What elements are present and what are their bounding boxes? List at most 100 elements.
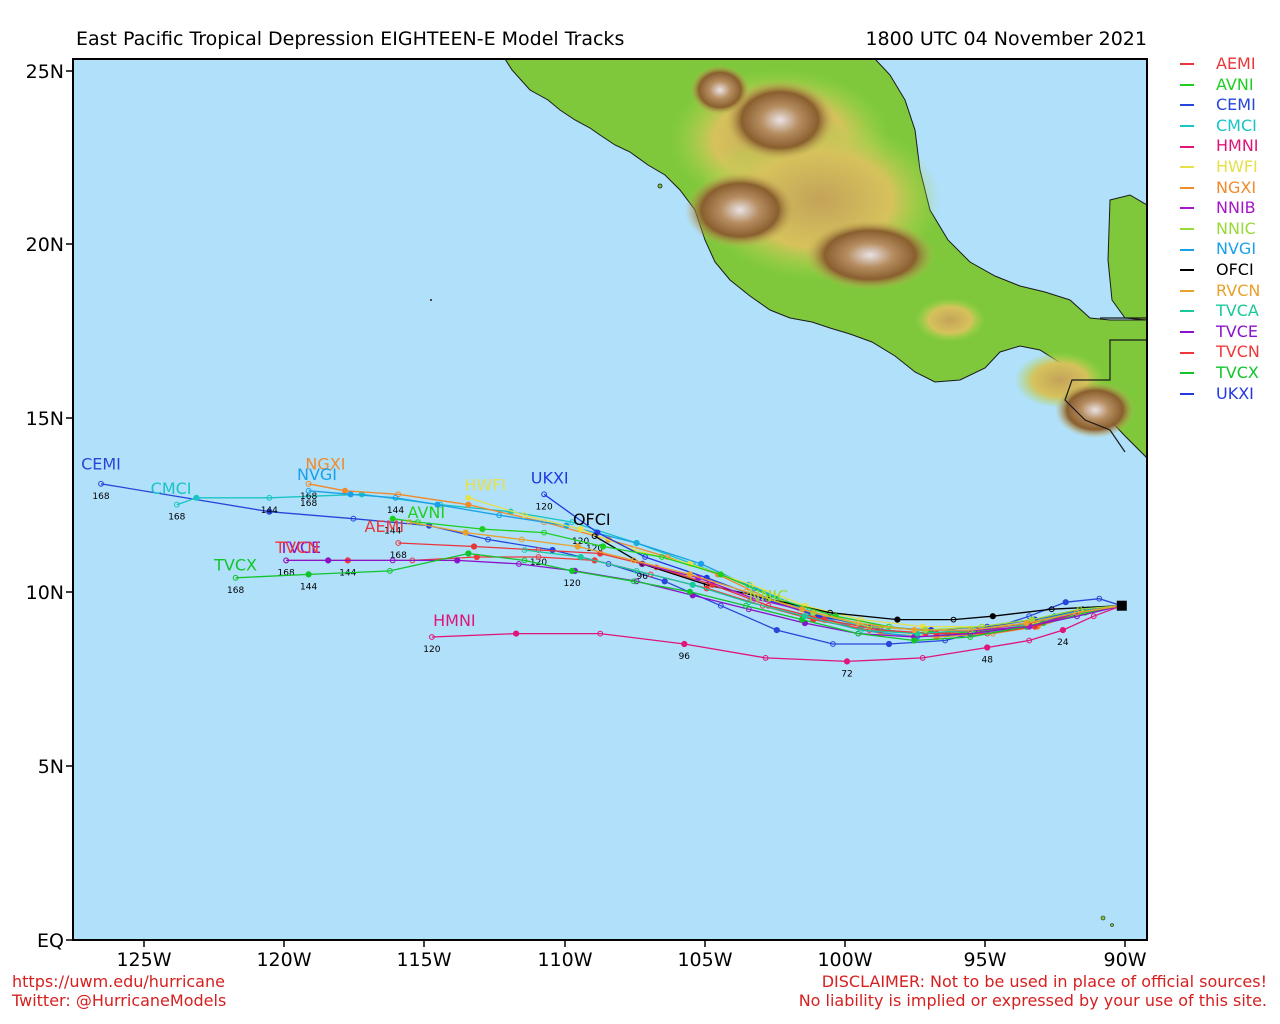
track-point <box>765 595 772 602</box>
track-point <box>518 536 525 543</box>
lon-label-105w: 105W <box>677 949 732 971</box>
forecast-hour-label: 72 <box>841 669 852 679</box>
legend-item-cmci: CMCI <box>1180 116 1260 137</box>
land-mexico <box>504 59 1147 459</box>
forecast-hour-label: 96 <box>636 572 648 582</box>
lon-axis: 125W 120W 115W 110W 105W 100W 95W 90W <box>116 940 1147 971</box>
legend-swatch <box>1180 228 1194 231</box>
track-point <box>350 515 357 522</box>
legend-item-tvce: TVCE <box>1180 322 1260 343</box>
plot-frame <box>72 58 1148 941</box>
track-point <box>599 543 607 550</box>
legend-item-nnic: NNIC <box>1180 219 1260 240</box>
legend-label: HWFI <box>1216 156 1258 176</box>
legend-label: TVCX <box>1216 362 1259 382</box>
track-point <box>686 588 694 595</box>
track-point <box>855 630 862 637</box>
track-point <box>1059 627 1067 634</box>
track-label-nvgi: NVGI <box>297 465 337 484</box>
track-point <box>1023 620 1030 627</box>
track-point <box>967 634 974 640</box>
model-legend: AEMI AVNI CEMI CMCI HMNI HWFI NGXI NNIB … <box>1180 54 1260 404</box>
legend-label: TVCE <box>1216 321 1258 341</box>
track-point <box>387 568 393 574</box>
track-point <box>698 560 705 568</box>
legend-swatch <box>1180 310 1194 313</box>
track-label-avni: AVNI <box>408 503 446 522</box>
legend-swatch <box>1180 104 1194 107</box>
forecast-hour-label: 120 <box>536 502 553 512</box>
lat-label-eq: EQ <box>37 930 64 952</box>
map-area: 1681681441681681441201201209614416812016… <box>73 59 1147 940</box>
track-point <box>717 602 724 609</box>
track-point <box>801 613 809 620</box>
legend-label: UKXI <box>1216 383 1254 403</box>
track-nnic <box>765 595 1122 634</box>
track-label-cmci: CMCI <box>151 479 192 498</box>
track-point <box>1076 606 1083 613</box>
track-point <box>541 529 547 536</box>
track-point <box>830 641 836 647</box>
track-line <box>594 535 1122 621</box>
track-point <box>911 627 918 634</box>
track-point <box>989 613 996 620</box>
legend-item-nvgi: NVGI <box>1180 239 1260 260</box>
track-point <box>633 568 640 574</box>
track-point <box>717 571 724 578</box>
track-point <box>283 557 290 564</box>
track-point <box>395 491 402 498</box>
track-point <box>266 508 273 515</box>
legend-label: HMNI <box>1216 136 1259 156</box>
storm-current-position <box>1116 600 1127 611</box>
track-point <box>485 536 491 543</box>
lat-label-15n: 15N <box>26 408 64 430</box>
forecast-hour-label: 120 <box>572 537 589 547</box>
track-line <box>286 559 1122 638</box>
legend-label: OFCI <box>1216 259 1254 279</box>
forecast-hour-label: 168 <box>278 568 295 578</box>
track-point <box>858 616 864 623</box>
forecast-hour-label: 168 <box>300 492 317 502</box>
lon-label-90w: 90W <box>1104 949 1147 971</box>
track-point <box>885 640 893 648</box>
legend-swatch <box>1180 125 1194 128</box>
track-point <box>305 487 312 494</box>
track-point <box>415 519 421 525</box>
forecast-hour-label: 96 <box>679 652 691 662</box>
track-hmni: 120 96 72 48 24 <box>423 605 1123 679</box>
track-point <box>521 557 528 564</box>
lon-label-115w: 115W <box>396 949 451 971</box>
track-label-tvce: TVCE <box>278 538 321 557</box>
track-point <box>395 540 402 546</box>
footer-disclaimer: DISCLAIMER: Not to be used in place of o… <box>799 972 1267 1010</box>
site-url-link[interactable]: https://uwm.edu/hurricane <box>12 972 225 991</box>
track-point <box>465 494 472 501</box>
track-rvcn <box>406 519 1122 634</box>
track-point <box>462 529 469 536</box>
track-point <box>743 588 749 595</box>
legend-swatch <box>1180 269 1194 272</box>
track-point <box>689 581 696 588</box>
legend-label: AVNI <box>1216 74 1254 94</box>
track-point <box>894 616 901 623</box>
legend-label: RVCN <box>1216 280 1261 300</box>
track-point <box>521 547 528 553</box>
track-point <box>496 512 503 519</box>
legend-item-hmni: HMNI <box>1180 136 1260 157</box>
forecast-hour-label: 144 <box>261 506 278 516</box>
map-title: East Pacific Tropical Depression EIGHTEE… <box>76 28 625 50</box>
track-label-ofci: OFCI <box>573 510 611 529</box>
track-point <box>266 494 273 501</box>
track-line <box>768 598 1122 631</box>
track-point <box>661 578 668 585</box>
track-point <box>639 561 646 567</box>
legend-item-aemi: AEMI <box>1180 54 1260 75</box>
track-label-ukxi: UKXI <box>531 468 569 487</box>
track-point <box>743 602 749 609</box>
track-point <box>305 480 312 487</box>
track-label-hmni: HMNI <box>433 611 476 630</box>
track-point <box>1090 613 1097 620</box>
track-point <box>305 571 312 578</box>
track-point <box>630 578 637 585</box>
